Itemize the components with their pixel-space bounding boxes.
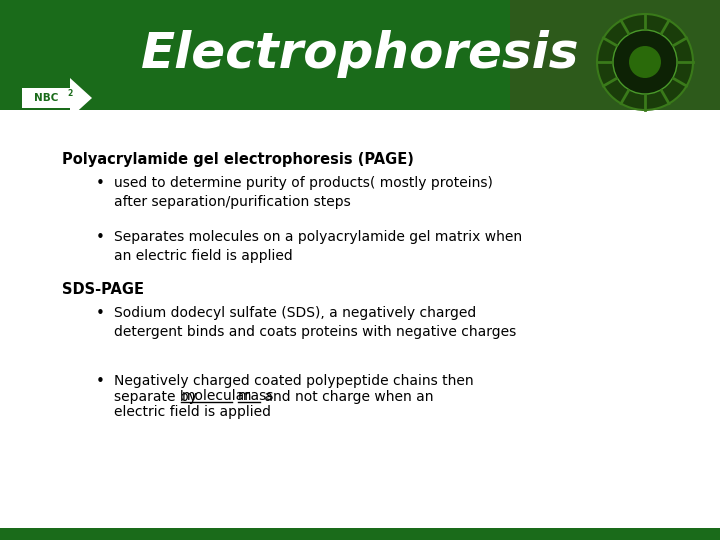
Text: electric field is applied: electric field is applied	[114, 405, 271, 419]
Text: Negatively charged coated polypeptide chains then: Negatively charged coated polypeptide ch…	[114, 374, 474, 388]
Circle shape	[629, 46, 661, 78]
Text: •: •	[96, 374, 104, 389]
Text: 2: 2	[68, 90, 73, 98]
Text: mass: mass	[238, 389, 274, 403]
Text: Polyacrylamide gel electrophoresis (PAGE): Polyacrylamide gel electrophoresis (PAGE…	[62, 152, 414, 167]
Text: separate by: separate by	[114, 389, 202, 403]
Text: •: •	[96, 176, 104, 191]
Circle shape	[613, 30, 677, 94]
Text: Sodium dodecyl sulfate (SDS), a negatively charged
detergent binds and coats pro: Sodium dodecyl sulfate (SDS), a negative…	[114, 306, 516, 339]
Text: SDS-PAGE: SDS-PAGE	[62, 282, 144, 297]
FancyBboxPatch shape	[510, 0, 720, 110]
Polygon shape	[22, 78, 92, 118]
FancyBboxPatch shape	[0, 528, 720, 540]
Text: Electrophoresis: Electrophoresis	[140, 30, 580, 78]
Text: •: •	[96, 230, 104, 245]
Text: molecular: molecular	[181, 389, 251, 403]
FancyBboxPatch shape	[0, 0, 720, 110]
Text: •: •	[96, 306, 104, 321]
Text: and not charge when an: and not charge when an	[260, 389, 433, 403]
Polygon shape	[0, 110, 720, 200]
Text: NBC: NBC	[34, 93, 58, 103]
Circle shape	[597, 14, 693, 110]
Text: Separates molecules on a polyacrylamide gel matrix when
an electric field is app: Separates molecules on a polyacrylamide …	[114, 230, 522, 263]
Text: used to determine purity of products( mostly proteins)
after separation/purifica: used to determine purity of products( mo…	[114, 176, 493, 209]
